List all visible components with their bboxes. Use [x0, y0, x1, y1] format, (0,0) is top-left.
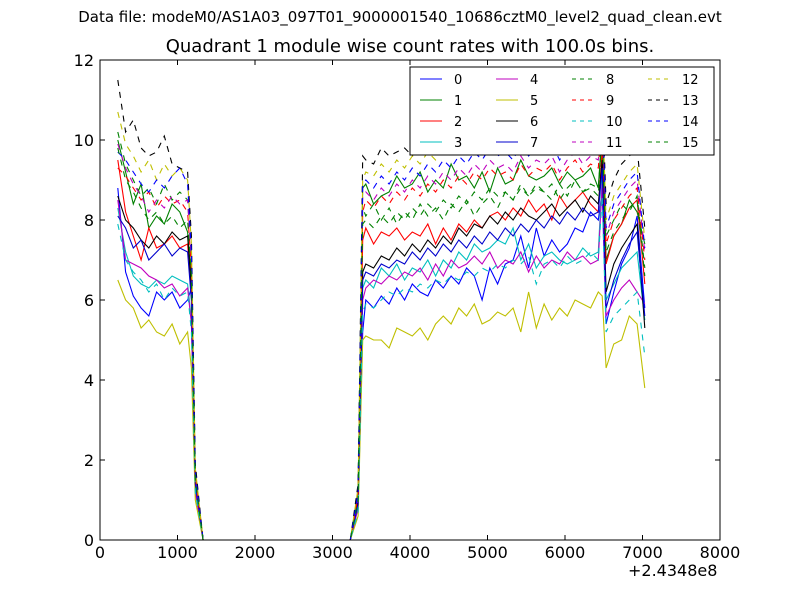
y-tick-label: 6 [84, 291, 94, 310]
legend-label-5: 5 [530, 94, 538, 109]
legend-label-8: 8 [606, 73, 614, 88]
legend-label-12: 12 [682, 73, 699, 88]
legend-label-13: 13 [682, 94, 699, 109]
legend-label-14: 14 [682, 115, 699, 130]
y-tick-label: 0 [84, 531, 94, 550]
tick-layer: 0 1000 2000 3000 4000 5000 6000 7000 80000246810… [74, 51, 741, 562]
chart-title: Quadrant 1 module wise count rates with … [165, 36, 655, 57]
legend-label-1: 1 [454, 94, 462, 109]
series-line-11 [117, 107, 646, 541]
x-tick-label: 2000 [235, 543, 276, 562]
legend-label-4: 4 [530, 73, 538, 88]
y-tick-label: 12 [74, 51, 94, 70]
x-tick-label: 4000 [390, 543, 431, 562]
legend-label-0: 0 [454, 73, 462, 88]
suptitle: Data file: modeM0/AS1A03_097T01_90000015… [78, 8, 722, 26]
legend-label-2: 2 [454, 115, 462, 130]
x-tick-label: 1000 [157, 543, 198, 562]
x-tick-label: 8000 [700, 543, 741, 562]
x-offset-label: +2.4348e8 [628, 561, 718, 580]
y-tick-label: 8 [84, 211, 94, 230]
x-tick-label: 7000 [622, 543, 663, 562]
x-tick-label: 5000 [467, 543, 508, 562]
legend-label-9: 9 [606, 94, 614, 109]
series-line-15 [117, 135, 646, 541]
legend-label-15: 15 [682, 136, 699, 151]
y-tick-label: 4 [84, 371, 94, 390]
legend-label-7: 7 [530, 136, 538, 151]
legend-box [409, 66, 715, 156]
x-tick-label: 0 [95, 543, 105, 562]
legend-label-10: 10 [606, 115, 623, 130]
legend-label-3: 3 [454, 136, 462, 151]
y-tick-label: 2 [84, 451, 94, 470]
legend-label-11: 11 [606, 136, 623, 151]
x-tick-label: 3000 [312, 543, 353, 562]
x-tick-label: 6000 [545, 543, 586, 562]
series-line-8 [117, 123, 646, 541]
y-tick-label: 10 [74, 131, 94, 150]
legend-label-6: 6 [530, 115, 538, 130]
